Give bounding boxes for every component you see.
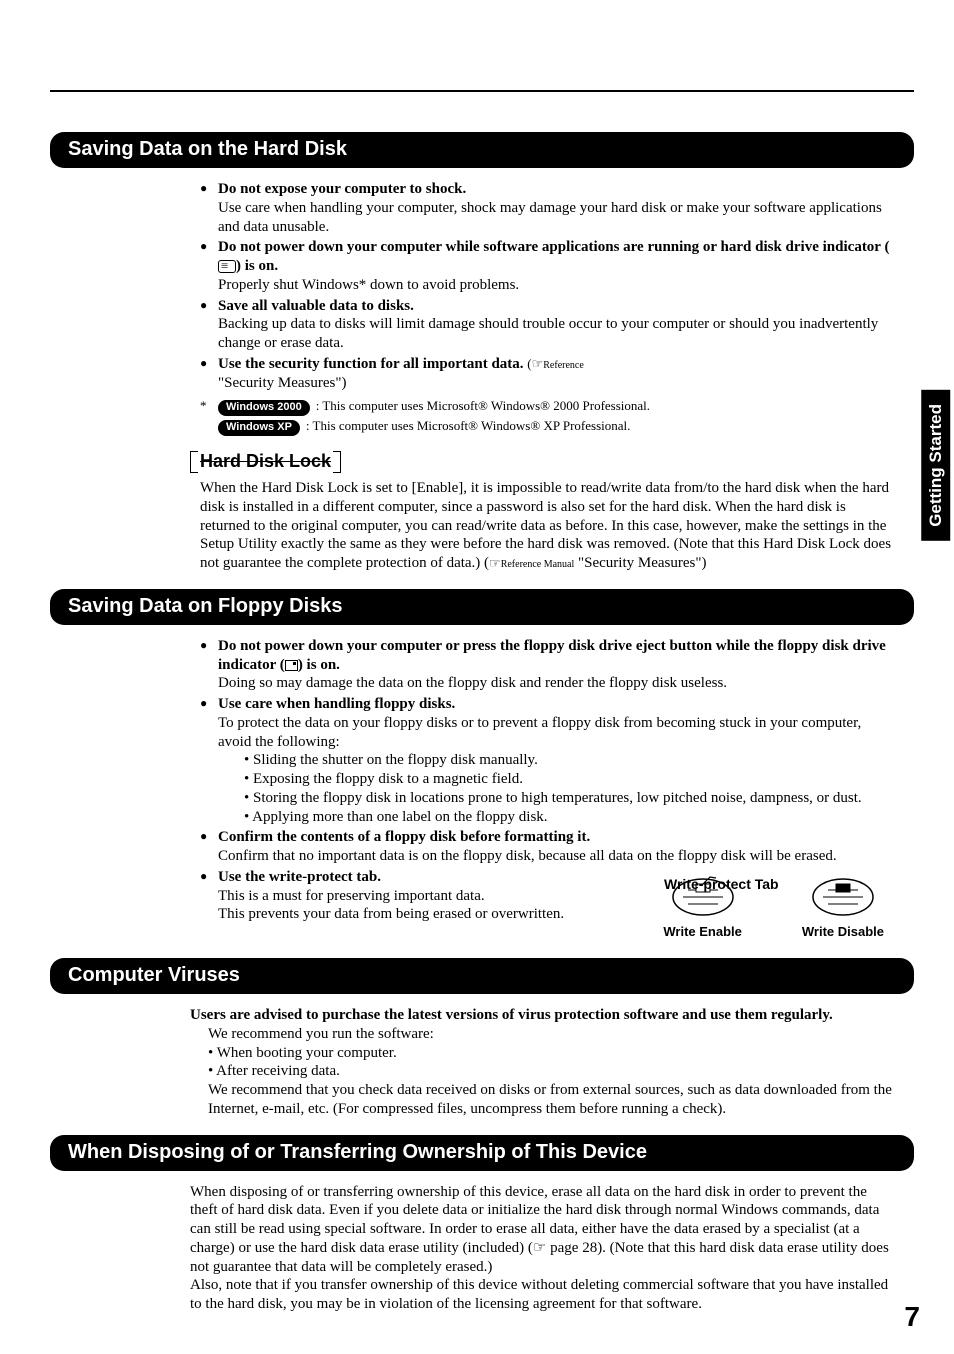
- fl-b2-text: To protect the data on your floppy disks…: [218, 715, 861, 750]
- section-floppy: Saving Data on Floppy Disks: [50, 589, 914, 625]
- fl-b1-text: Doing so may damage the data on the flop…: [218, 675, 727, 691]
- fl-s3: • Storing the floppy disk in locations p…: [244, 789, 894, 808]
- hd-b3-text: Backing up data to disks will limit dama…: [218, 316, 878, 351]
- hd-bullet-2: Do not power down your computer while so…: [200, 238, 894, 294]
- reference-icon: (☞Reference: [527, 356, 584, 371]
- fl-b4-t1: This is a must for preserving important …: [218, 888, 485, 904]
- ref-manual-label: Reference Manual: [501, 559, 575, 570]
- hd-b2-pre: Do not power down your computer while so…: [218, 239, 889, 255]
- footnote-2: : This computer uses Microsoft® Windows®…: [306, 418, 630, 434]
- floppy-disable-icon: [808, 872, 878, 922]
- reference-icon: ☞: [489, 555, 501, 570]
- hd-bullet-4: Use the security function for all import…: [200, 355, 894, 393]
- virus-l4: We recommend that you check data receive…: [208, 1081, 894, 1119]
- hdl-text: When the Hard Disk Lock is set to [Enabl…: [200, 480, 891, 571]
- write-disable-figure: Write Disable: [802, 872, 884, 940]
- hd-b4-bold: Use the security function for all import…: [218, 356, 524, 372]
- hard-disk-lock-title: Hard Disk Lock: [190, 450, 914, 473]
- section-viruses: Computer Viruses: [50, 958, 914, 994]
- fl-b4-t2: This prevents your data from being erase…: [218, 906, 564, 922]
- top-rule: [50, 90, 914, 92]
- hd-b2-post: ) is on.: [236, 258, 278, 274]
- virus-lead: Users are advised to purchase the latest…: [190, 1007, 833, 1023]
- fl-bullet-3: Confirm the contents of a floppy disk be…: [200, 828, 894, 866]
- fl-b1-post: ) is on.: [298, 657, 340, 673]
- hard-disk-lock-body: When the Hard Disk Lock is set to [Enabl…: [200, 479, 894, 573]
- fl-s4: • Applying more than one label on the fl…: [244, 808, 894, 827]
- virus-l3: • After receiving data.: [208, 1062, 894, 1081]
- fl-bullet-1: Do not power down your computer or press…: [200, 637, 894, 693]
- fl-s1: • Sliding the shutter on the floppy disk…: [244, 751, 894, 770]
- fl-bullet-4: Use the write-protect tab. This is a mus…: [200, 868, 894, 940]
- footnote-1: : This computer uses Microsoft® Windows®…: [316, 398, 650, 414]
- section-dispose: When Disposing of or Transferring Owners…: [50, 1135, 914, 1171]
- fl-s2: • Exposing the floppy disk to a magnetic…: [244, 770, 894, 789]
- write-enable-label: Write Enable: [663, 924, 742, 939]
- floppy-indicator-icon: [285, 660, 298, 671]
- hd-b1-bold: Do not expose your computer to shock.: [218, 181, 466, 197]
- virus-l1: We recommend you run the software:: [208, 1025, 894, 1044]
- dispose-p2: Also, note that if you transfer ownershi…: [190, 1276, 894, 1314]
- virus-l2: • When booting your computer.: [208, 1044, 894, 1063]
- winxp-pill: Windows XP: [218, 420, 300, 436]
- section-hard-disk: Saving Data on the Hard Disk: [50, 132, 914, 168]
- asterisk: *: [200, 398, 212, 414]
- write-protect-tab-label: Write-protect Tab: [664, 876, 779, 894]
- hdl-label: Hard Disk Lock: [200, 451, 331, 471]
- hd-bullet-1: Do not expose your computer to shock. Us…: [200, 180, 894, 236]
- hd-b2-text: Properly shut Windows* down to avoid pro…: [218, 277, 519, 293]
- write-disable-label: Write Disable: [802, 924, 884, 939]
- footnote-block: * Windows 2000 : This computer uses Micr…: [200, 398, 914, 436]
- fl-bullet-2: Use care when handling floppy disks. To …: [200, 695, 894, 826]
- side-tab: Getting Started: [921, 390, 950, 541]
- fl-b3-text: Confirm that no important data is on the…: [218, 848, 837, 864]
- hdl-ref-end: "Security Measures"): [574, 555, 706, 571]
- fl-b3-bold: Confirm the contents of a floppy disk be…: [218, 829, 590, 845]
- dispose-p1: When disposing of or transferring owners…: [190, 1183, 894, 1277]
- hd-b4-ref: "Security Measures"): [218, 375, 346, 391]
- page-number: 7: [904, 1299, 920, 1334]
- hd-b3-bold: Save all valuable data to disks.: [218, 298, 414, 314]
- fl-b4-bold: Use the write-protect tab.: [218, 869, 381, 885]
- hdd-indicator-icon: [218, 260, 236, 273]
- hd-bullet-3: Save all valuable data to disks. Backing…: [200, 297, 894, 353]
- hd-b1-text: Use care when handling your computer, sh…: [218, 200, 882, 235]
- fl-b2-bold: Use care when handling floppy disks.: [218, 696, 455, 712]
- win2000-pill: Windows 2000: [218, 400, 310, 416]
